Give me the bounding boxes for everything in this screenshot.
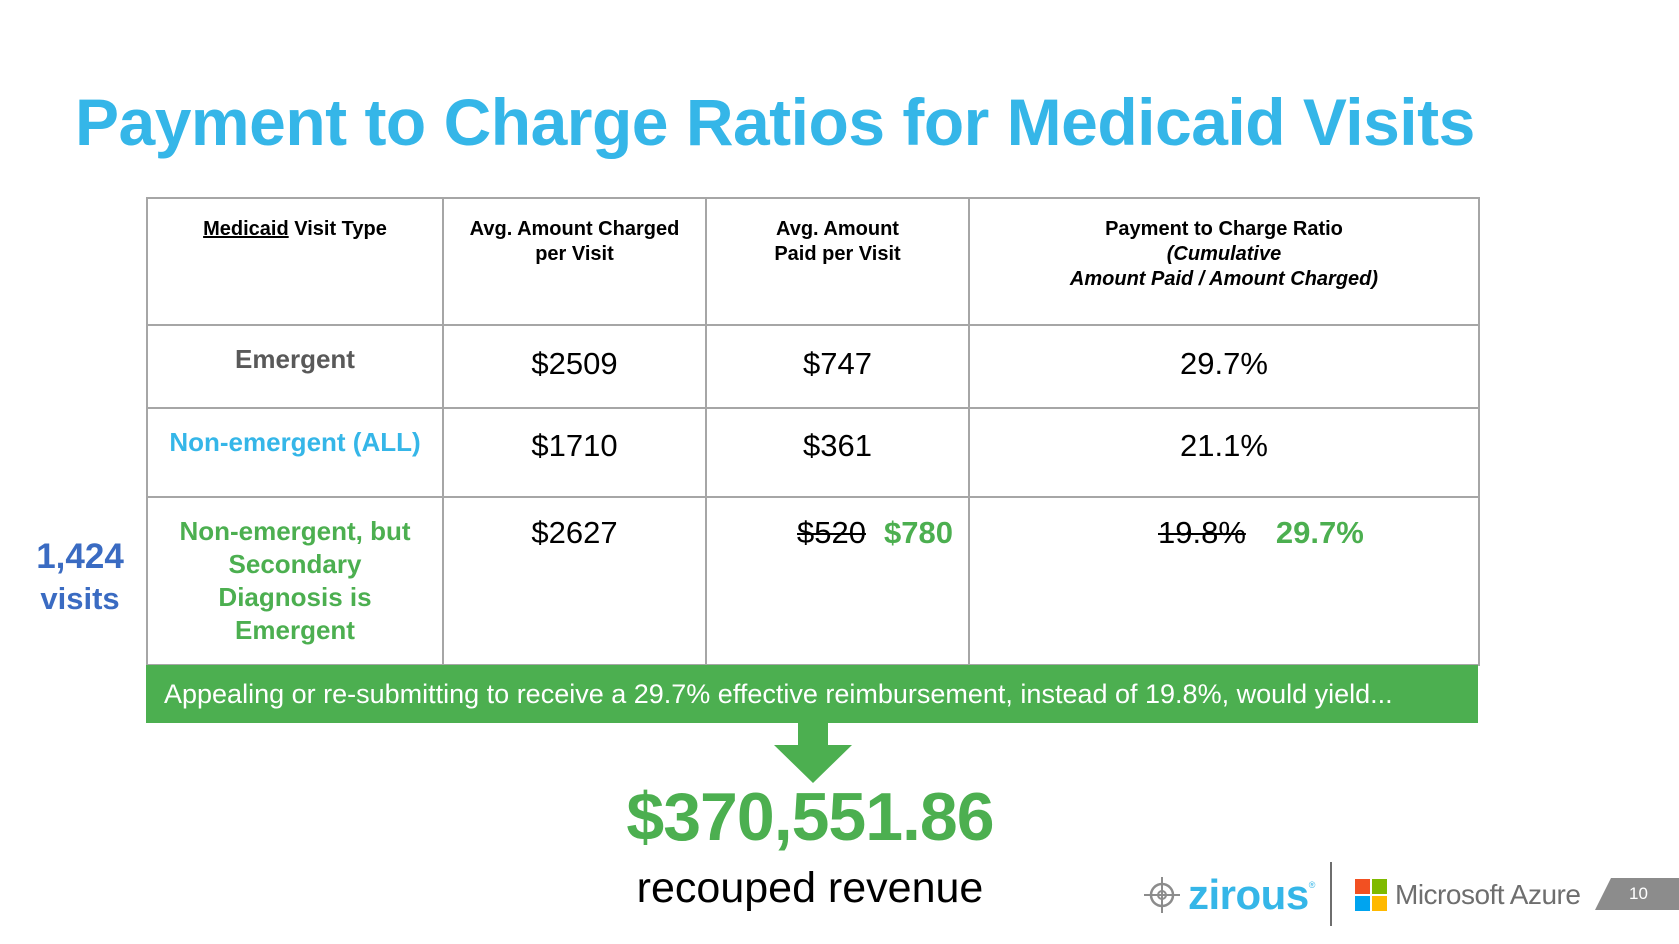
windows-grid-icon: [1355, 879, 1387, 911]
header-ratio: Payment to Charge Ratio (Cumulative Amou…: [968, 197, 1480, 326]
type-line: Secondary: [228, 549, 362, 579]
header-amount-paid: Avg. Amount Paid per Visit: [705, 197, 970, 326]
recouped-value: $370,551.86: [626, 779, 994, 855]
table-row: Non-emergent (ALL) $1710 $361 21.1%: [146, 407, 1480, 498]
header-paid-line1: Avg. Amount: [776, 218, 899, 240]
type-line: Emergent: [235, 615, 355, 645]
row-charged: $1710: [442, 407, 707, 498]
row-type-emergent: Emergent: [146, 324, 444, 409]
paid-old-value: $520: [797, 515, 866, 550]
ratio-table: Medicaid Visit Type Avg. Amount Charged …: [146, 197, 1480, 666]
recouped-caption: recouped revenue: [636, 864, 984, 912]
microsoft-azure-logo: Microsoft Azure: [1355, 875, 1581, 915]
zirous-logo: zirous ®: [1142, 870, 1315, 920]
header-ratio-line2: (Cumulative: [1166, 243, 1282, 265]
row-paid: $747: [705, 324, 970, 409]
row-paid: $520 $780: [705, 496, 970, 666]
page-number: 10: [1595, 878, 1679, 910]
summary-banner: Appealing or re-submitting to receive a …: [146, 665, 1478, 723]
table-row: Emergent $2509 $747 29.7%: [146, 324, 1480, 409]
down-arrow-icon: [774, 723, 852, 783]
header-charged-line2: per Visit: [535, 243, 614, 265]
paid-new-value: $780: [883, 515, 953, 550]
header-visit-type-underlined: Medicaid: [203, 218, 289, 240]
header-visit-type: Medicaid Visit Type: [146, 197, 444, 326]
header-ratio-line3: Amount Paid / Amount Charged): [1069, 268, 1379, 290]
header-visit-type-rest: Visit Type: [288, 218, 387, 240]
zirous-trademark: ®: [1308, 880, 1316, 890]
visits-count: 1,424: [36, 537, 124, 576]
ratio-new-value: 29.7%: [1275, 515, 1364, 550]
row-paid: $361: [705, 407, 970, 498]
header-charged-line1: Avg. Amount Charged: [469, 218, 680, 240]
table-row: Non-emergent, but Secondary Diagnosis is…: [146, 496, 1480, 666]
crosshair-icon: [1144, 877, 1180, 913]
row-ratio: 19.8% 29.7%: [968, 496, 1480, 666]
type-line: Non-emergent, but: [179, 516, 411, 546]
header-paid-line2: Paid per Visit: [774, 243, 901, 265]
row-type-non-emergent: Non-emergent (ALL): [146, 407, 444, 498]
row-type-secondary-emergent: Non-emergent, but Secondary Diagnosis is…: [146, 496, 444, 666]
header-amount-charged: Avg. Amount Charged per Visit: [442, 197, 707, 326]
visits-callout: 1,424 visits: [20, 536, 140, 620]
row-charged: $2509: [442, 324, 707, 409]
visits-label: visits: [40, 581, 120, 616]
row-ratio: 21.1%: [968, 407, 1480, 498]
microsoft-azure-wordmark: Microsoft Azure: [1395, 879, 1581, 910]
type-line: Diagnosis is: [218, 582, 372, 612]
row-charged: $2627: [442, 496, 707, 666]
row-ratio: 29.7%: [968, 324, 1480, 409]
page-title: Payment to Charge Ratios for Medicaid Vi…: [75, 85, 1475, 159]
zirous-wordmark: zirous: [1188, 871, 1309, 918]
logo-divider: [1330, 862, 1332, 926]
table-header-row: Medicaid Visit Type Avg. Amount Charged …: [146, 197, 1480, 326]
header-ratio-line1: Payment to Charge Ratio: [1105, 218, 1343, 240]
ratio-old-value: 19.8%: [1158, 515, 1246, 550]
